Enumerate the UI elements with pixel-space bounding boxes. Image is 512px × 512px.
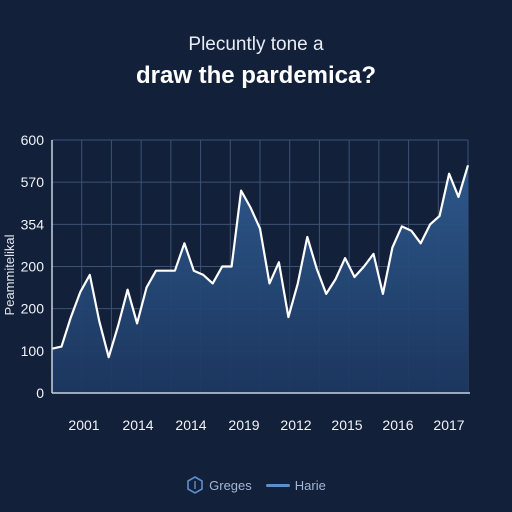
legend-label-harie: Harie — [294, 477, 326, 493]
hexagon-icon — [187, 476, 203, 494]
x-tick-label: 2014 — [122, 417, 153, 433]
y-axis-label: Peammitelikal — [2, 234, 17, 315]
x-tick-label: 2015 — [331, 417, 362, 433]
y-tick-label: 100 — [21, 343, 45, 359]
legend-item-harie: Harie — [265, 477, 326, 493]
y-tick-label: 354 — [21, 216, 45, 232]
y-tick-label: 0 — [36, 385, 44, 401]
y-tick-label: 200 — [21, 259, 45, 275]
x-tick-label: 2012 — [280, 417, 311, 433]
y-tick-labels: 0 100 200 200 354 570 600 — [21, 132, 45, 401]
y-tick-label: 600 — [21, 132, 45, 148]
y-tick-label: 200 — [21, 301, 45, 317]
x-tick-label: 2017 — [433, 417, 464, 433]
chart-subtitle: Plecuntly tone a — [188, 34, 324, 55]
x-tick-labels: 2001 2014 2014 2019 2012 2015 2016 2017 — [68, 417, 464, 433]
legend-label-greges: Greges — [209, 477, 252, 493]
series-line — [51, 164, 470, 359]
x-tick-label: 2016 — [382, 417, 413, 433]
chart-title: draw the pardemica? — [135, 62, 377, 89]
x-tick-label: 2019 — [228, 417, 259, 433]
legend: Greges Harie — [0, 476, 512, 494]
x-tick-label: 2001 — [68, 417, 99, 433]
legend-item-greges: Greges — [186, 476, 252, 494]
x-tick-label: 2014 — [175, 417, 206, 433]
y-tick-label: 570 — [21, 174, 45, 190]
line-swatch-icon — [265, 483, 290, 487]
series-area — [52, 165, 468, 393]
